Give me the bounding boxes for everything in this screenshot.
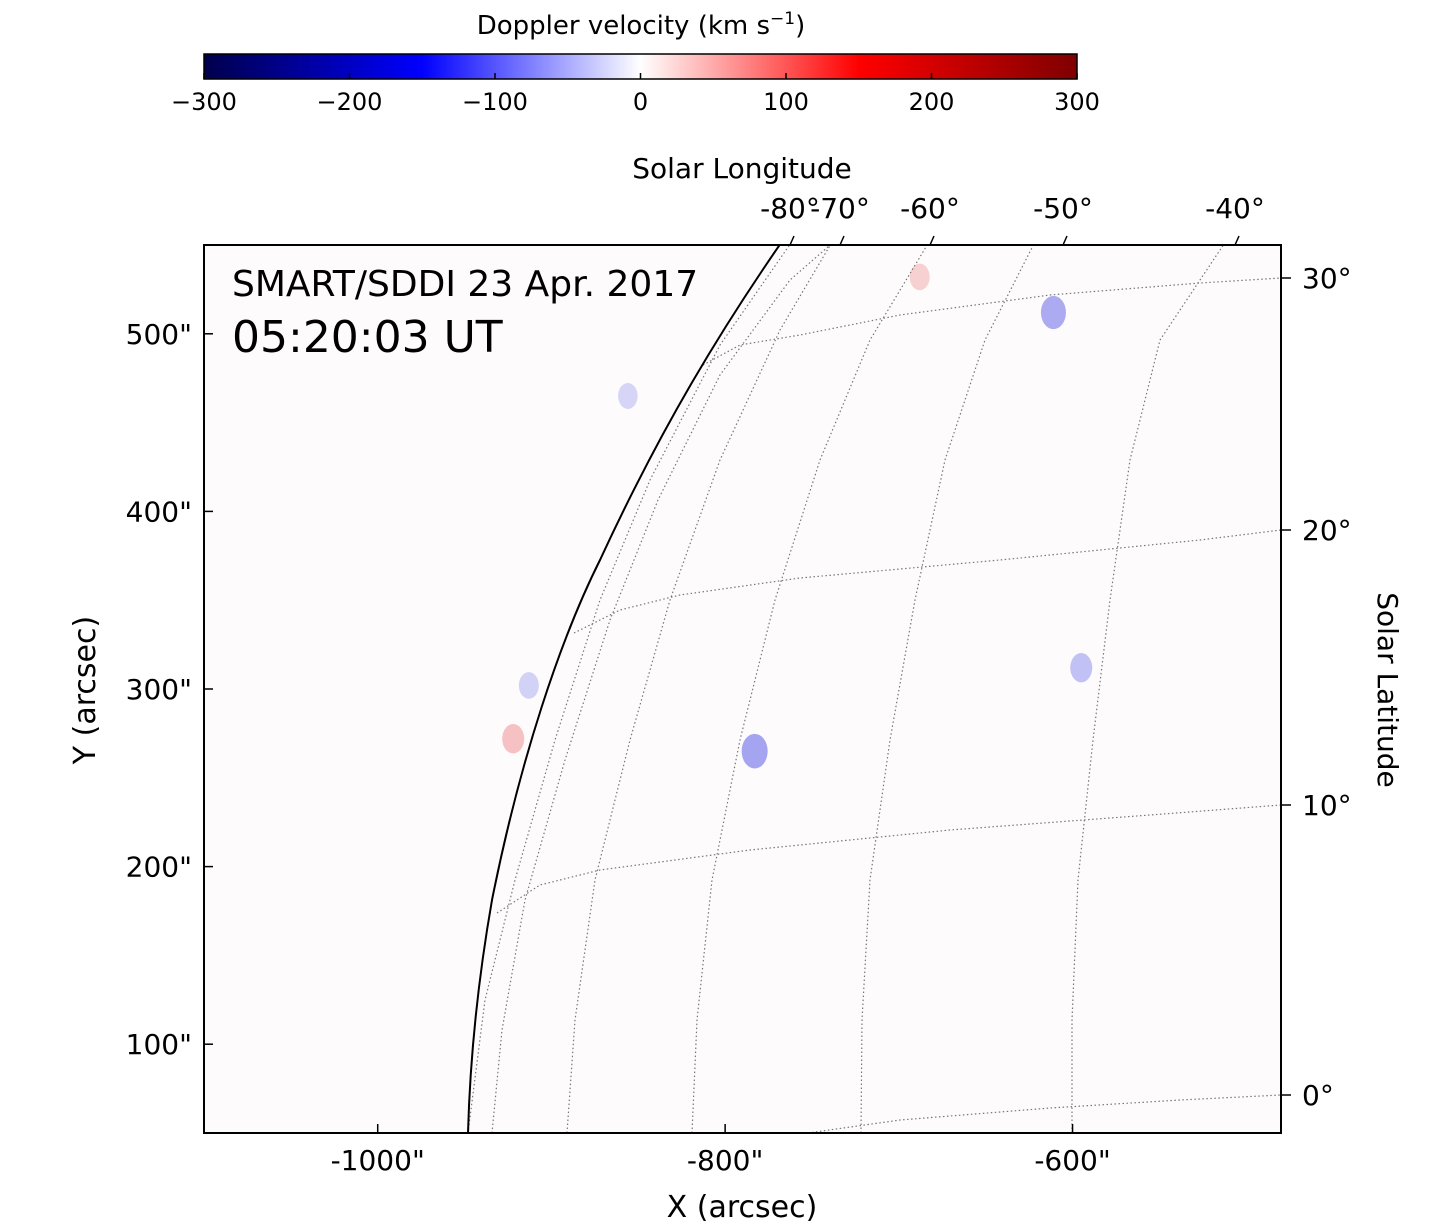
colorbar-tick-label: 200 [909,88,955,116]
y-tick-label: 200" [126,851,192,884]
colorbar: Doppler velocity (km s−1) −300 −200 −100 0 1… [171,9,1100,116]
y-tick-label: 100" [126,1028,192,1061]
longitude-tick [929,235,935,246]
longitude-label: -80° [760,192,820,225]
latitude-label: 20° [1302,514,1352,547]
y-axis-label: Y (arcsec) [68,616,103,765]
x-tick-label: -800" [687,1144,763,1177]
time-label: 05:20:03 UT [232,312,503,363]
y-tick-label: 500" [126,318,192,351]
parallel-line [573,529,1281,634]
longitude-tick [789,235,795,246]
doppler-feature [618,382,638,409]
x-tick-label: -600" [1034,1144,1110,1177]
longitude-tick [1062,235,1068,246]
y-tick-label: 400" [126,495,192,528]
longitude-tick [1234,235,1240,246]
meridian-line [691,245,928,1133]
longitude-label: -50° [1033,192,1093,225]
doppler-feature [502,724,525,754]
doppler-feature [909,263,930,291]
doppler-feature [1040,295,1066,330]
meridian-line [491,245,832,1133]
longitude-label: -70° [810,192,870,225]
secondary-x-axis-label: Solar Longitude [632,152,852,185]
colorbar-tick-label: 0 [633,88,648,116]
parallel-line [496,804,1281,914]
longitude-label: -60° [900,192,960,225]
doppler-feature [1070,653,1093,683]
y-tick-label: 300" [126,673,192,706]
plot-background [204,245,1281,1133]
meridian-line [467,245,791,1133]
colorbar-tick-label: −300 [171,88,237,116]
colorbar-ticks: −300 −200 −100 0 100 200 300 [171,73,1100,116]
meridian-line [860,245,1035,1133]
latitude-labels: 0° 10° 20° 30° [1281,262,1352,1112]
latitude-label: 10° [1302,789,1352,822]
x-tick-label: -1000" [331,1144,425,1177]
colorbar-tick-label: −100 [462,88,528,116]
colorbar-tick-label: 300 [1054,88,1100,116]
plot-area [203,244,1282,1134]
x-axis-label: X (arcsec) [667,1190,818,1225]
longitude-labels: -80°-70° -60° -50° -40° [760,192,1265,246]
meridian-line [1071,245,1225,1133]
longitude-label: -40° [1205,192,1265,225]
latitude-label: 0° [1302,1079,1334,1112]
solar-limb [467,245,781,1133]
x-axis-ticks: -1000" -800" -600" [331,1124,1111,1177]
y-axis-ticks: 100" 200" 300" 400" 500" [126,318,213,1061]
meridian-line [566,245,832,1133]
doppler-features [502,263,1093,769]
heliographic-grid [467,245,1281,1133]
doppler-feature [518,672,539,699]
doppler-feature [741,733,768,769]
parallel-line [702,277,1281,366]
latitude-label: 30° [1302,262,1352,295]
colorbar-label: Doppler velocity (km s−1) [477,9,806,41]
colorbar-tick-label: −200 [317,88,383,116]
longitude-tick [839,235,845,246]
instrument-date-label: SMART/SDDI 23 Apr. 2017 [232,264,698,305]
secondary-y-axis-label: Solar Latitude [1371,592,1404,788]
colorbar-tick-label: 100 [763,88,809,116]
